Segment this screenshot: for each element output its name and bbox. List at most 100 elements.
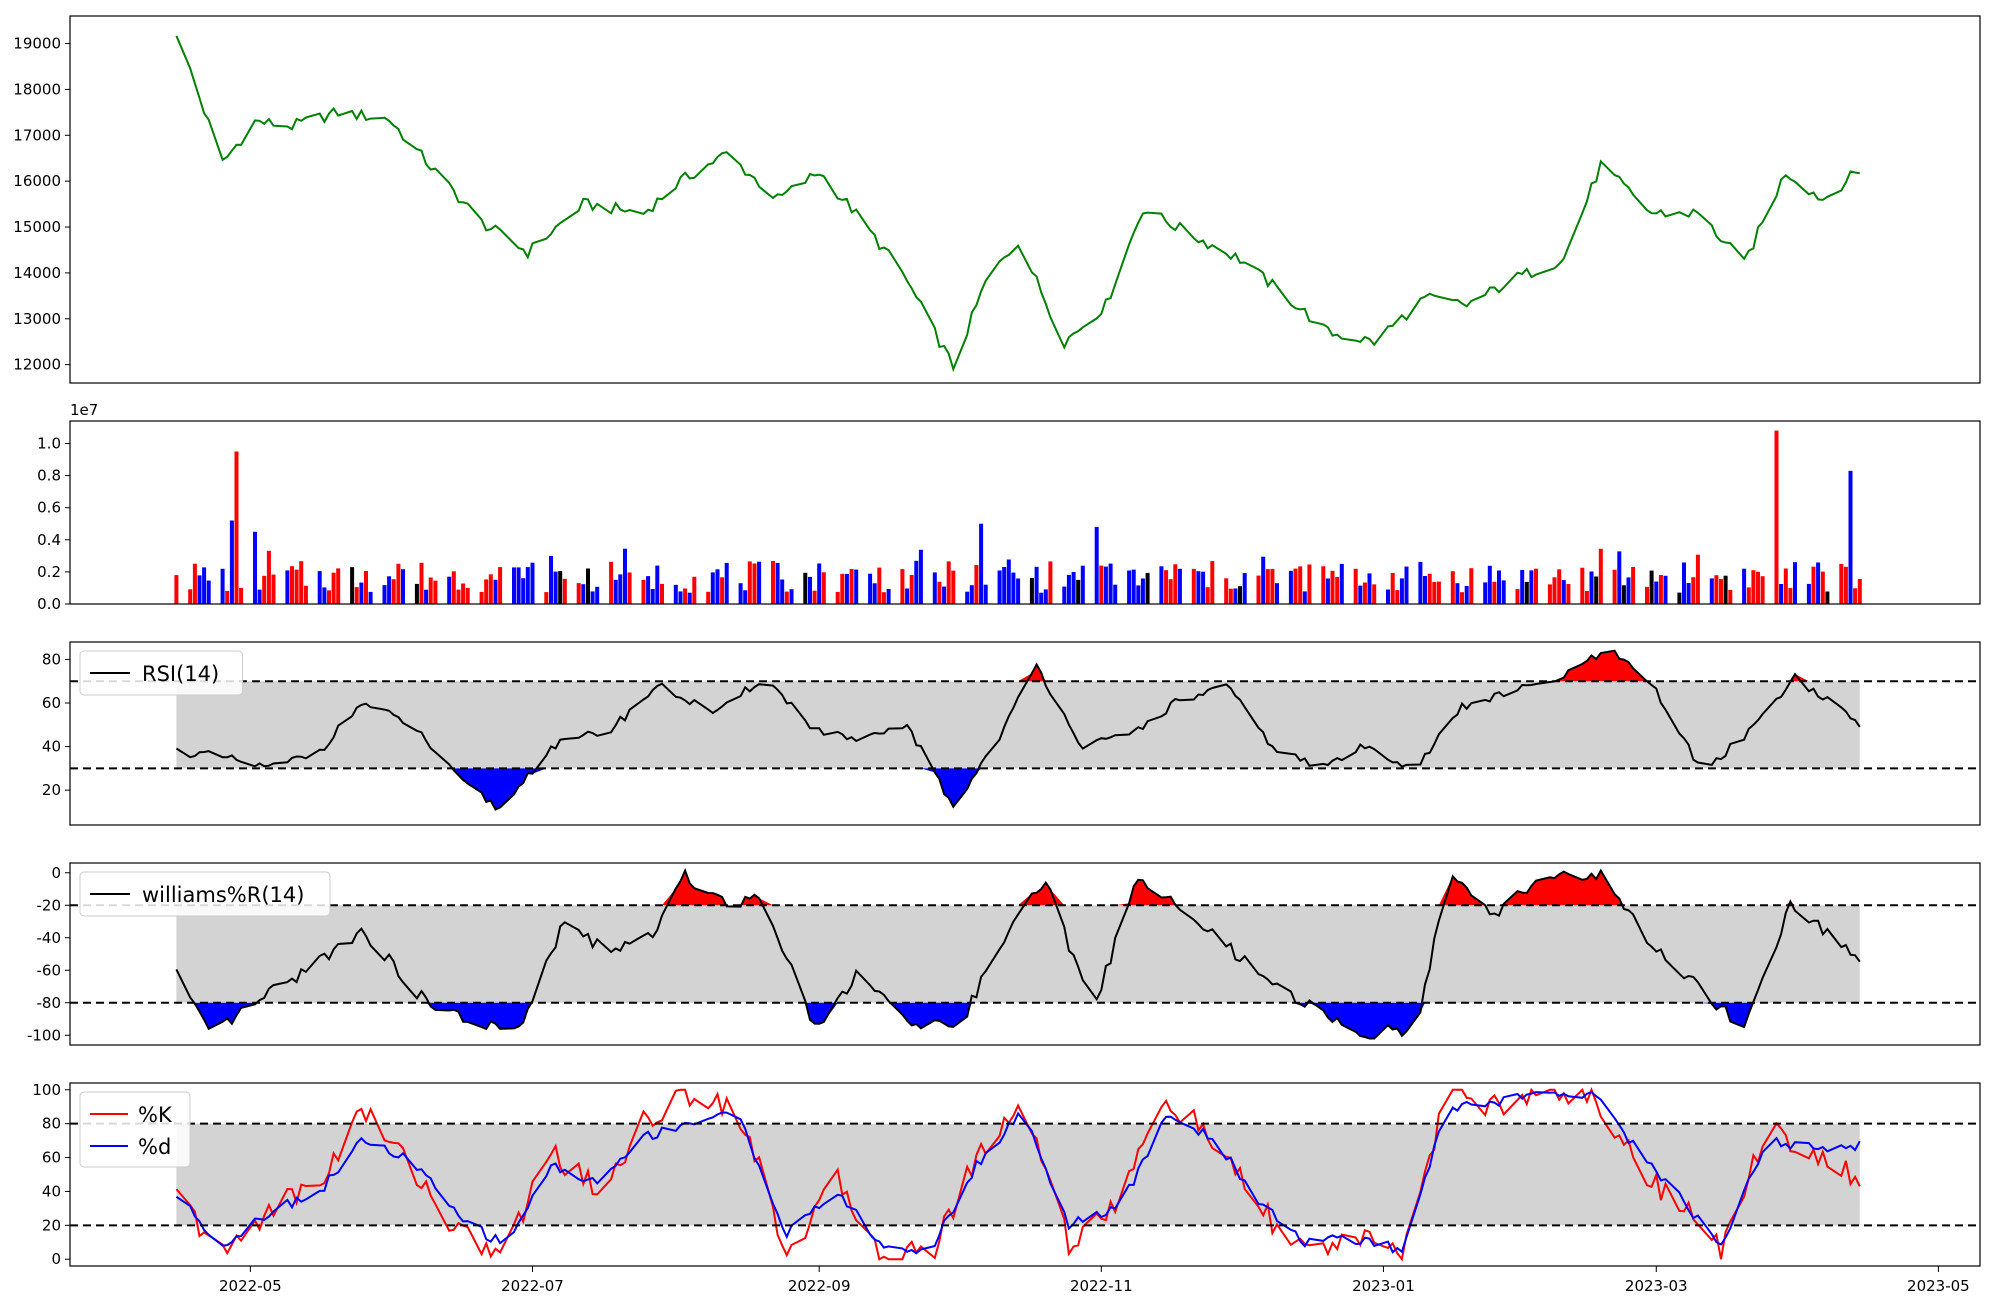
volume-bar — [1062, 586, 1067, 604]
volume-bar — [253, 531, 257, 604]
volume-bar — [1210, 561, 1215, 604]
volume-bar — [655, 565, 660, 604]
volume-bar — [359, 582, 364, 604]
volume-bar — [1256, 575, 1261, 604]
volume-bar — [225, 590, 230, 604]
volume-bar — [1288, 570, 1293, 604]
volume-bar — [618, 574, 623, 604]
volume-bar — [1423, 576, 1427, 604]
volume-bar — [1238, 586, 1242, 604]
stochastic-ytick-label: 0 — [51, 1250, 61, 1268]
volume-bar — [854, 569, 859, 604]
volume-bar — [1233, 588, 1238, 604]
volume-bar — [1746, 587, 1751, 604]
volume-bar — [387, 576, 392, 604]
volume-bar — [1094, 526, 1099, 604]
volume-bar — [549, 555, 553, 604]
volume-bar — [433, 580, 438, 604]
price-ytick-label: 14000 — [13, 264, 61, 282]
volume-bar — [1612, 569, 1617, 604]
volume-bar — [1265, 569, 1270, 604]
williams-ytick-label: -60 — [37, 961, 62, 979]
volume-bar — [1631, 567, 1636, 604]
stochastic-k-line — [175, 1086, 1861, 1262]
volume-bar — [364, 571, 368, 604]
volume-bar — [1594, 576, 1599, 604]
volume-bar — [192, 563, 197, 604]
williams-ytick-label: -100 — [27, 1026, 61, 1044]
volume-bar — [1663, 575, 1668, 604]
volume-bar — [1450, 571, 1455, 604]
volume-bar — [1552, 577, 1557, 604]
volume-bar — [1201, 571, 1206, 604]
volume-bar — [720, 577, 725, 604]
volume-bar — [840, 573, 845, 604]
volume-bar — [1432, 582, 1437, 604]
volume-bar — [1857, 579, 1862, 604]
xtick-label: 2023-03 — [1625, 1277, 1688, 1295]
volume-bar — [1427, 573, 1432, 604]
volume-bar — [382, 585, 387, 604]
volume-bar — [331, 572, 336, 604]
volume-bar — [1774, 430, 1779, 604]
williams-neutral-band — [176, 905, 1860, 1003]
volume-bar — [1039, 592, 1044, 604]
volume-ytick-label: 1.0 — [37, 434, 61, 452]
volume-bar — [817, 563, 822, 604]
volume-bar — [1335, 577, 1340, 604]
volume-bar — [1071, 572, 1076, 604]
volume-bar — [678, 591, 683, 604]
volume-bar — [1825, 591, 1830, 604]
price-ytick-label: 15000 — [13, 218, 61, 236]
volume-bar — [812, 590, 817, 604]
volume-ytick-label: 0.8 — [37, 467, 61, 485]
volume-bar — [1584, 591, 1589, 604]
volume-bar — [266, 550, 271, 604]
volume-bar — [553, 571, 558, 604]
volume-bar — [710, 572, 715, 604]
stochastic-ytick-label: 40 — [42, 1182, 61, 1200]
volume-bar — [299, 561, 304, 604]
volume-bar — [1756, 571, 1760, 604]
volume-bar — [1816, 562, 1821, 604]
volume-bar — [1029, 578, 1034, 604]
volume-bar — [942, 586, 947, 604]
volume-bar — [646, 576, 651, 604]
volume-bar — [738, 583, 743, 604]
volume-bar — [780, 579, 785, 604]
volume-bar — [692, 576, 697, 604]
volume-bar — [336, 568, 341, 604]
xtick-label: 2022-09 — [788, 1277, 851, 1295]
volume-bar — [1372, 584, 1377, 604]
stochastic-ytick-label: 100 — [32, 1081, 61, 1099]
stochastic-ytick-label: 80 — [42, 1115, 61, 1133]
volume-bar — [1164, 570, 1169, 604]
volume-bar — [234, 451, 239, 604]
volume-bar — [1399, 578, 1404, 604]
volume-bar — [424, 589, 429, 604]
volume-bar — [1131, 569, 1136, 604]
volume-bar — [1793, 562, 1797, 604]
volume-bar — [1002, 567, 1007, 604]
volume-bar — [1048, 561, 1053, 604]
xtick-label: 2022-07 — [501, 1277, 564, 1295]
volume-bar — [1127, 570, 1132, 604]
price-series-line — [175, 35, 1860, 373]
volume-ytick-label: 0.4 — [37, 531, 61, 549]
volume-bar — [1589, 571, 1594, 604]
price-ytick-label: 13000 — [13, 310, 61, 328]
volume-scale-label: 1e7 — [70, 401, 98, 419]
volume-bar — [1524, 581, 1529, 604]
stochastic-legend-label: %K — [138, 1103, 173, 1127]
volume-bar — [428, 577, 433, 604]
volume-bar — [1487, 565, 1492, 604]
volume-bar — [498, 567, 503, 604]
volume-bar — [743, 590, 748, 604]
volume-bar — [368, 591, 373, 604]
volume-bar — [1686, 583, 1691, 604]
volume-bar — [1483, 582, 1488, 604]
volume-bar — [1108, 563, 1113, 604]
volume-bar — [1140, 578, 1145, 604]
volume-bar — [294, 569, 299, 604]
volume-bar — [789, 589, 794, 604]
